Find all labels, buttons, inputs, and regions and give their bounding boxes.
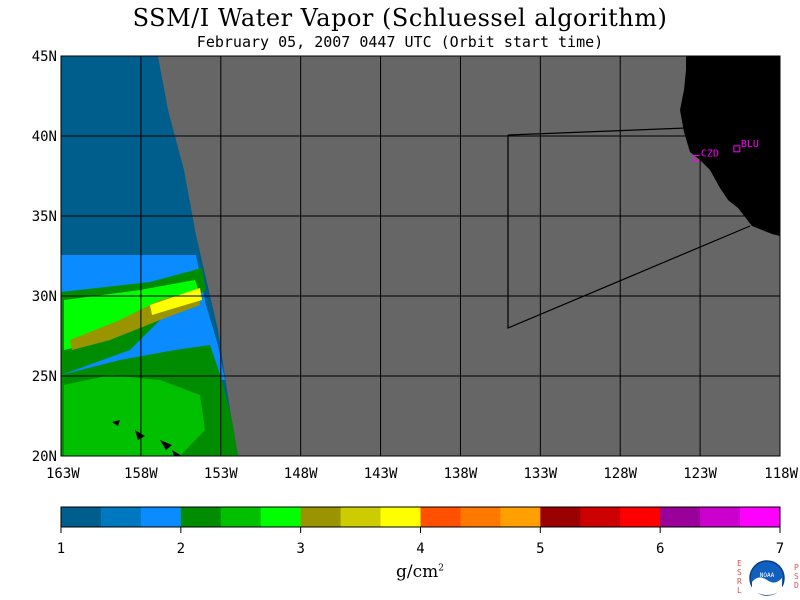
colorbar-swatch bbox=[500, 507, 541, 527]
units-exponent: 2 bbox=[438, 563, 444, 574]
colorbar: 1 2 3 4 5 6 7 bbox=[57, 506, 784, 557]
colorbar-tick-label: 1 bbox=[57, 541, 65, 557]
colorbar-tick-label: 2 bbox=[177, 541, 185, 557]
colorbar-tick-label: 5 bbox=[536, 541, 544, 557]
colorbar-tick-label: 4 bbox=[416, 541, 424, 557]
map-frame bbox=[60, 55, 781, 457]
map-grid bbox=[60, 55, 781, 457]
lon-label: 133W bbox=[523, 466, 557, 482]
station-label-blu: BLU bbox=[741, 139, 759, 150]
noaa-text: NOAA bbox=[760, 572, 775, 579]
colorbar-swatch bbox=[220, 507, 262, 527]
lat-label: 25N bbox=[32, 369, 57, 385]
map-subtitle: February 05, 2007 0447 UTC (Orbit start … bbox=[196, 33, 604, 51]
colorbar-swatch bbox=[420, 507, 461, 527]
colorbar-swatch bbox=[340, 507, 382, 527]
station-marker-blu bbox=[733, 145, 741, 153]
lat-label: 40N bbox=[32, 129, 57, 145]
flight-track-north bbox=[507, 127, 687, 136]
colorbar-swatch bbox=[380, 507, 421, 527]
lon-label: 123W bbox=[683, 466, 717, 482]
flight-track bbox=[507, 135, 751, 329]
lat-label: 35N bbox=[32, 209, 57, 225]
colorbar-tick-label: 3 bbox=[296, 541, 304, 557]
swath-band-green-south bbox=[64, 375, 205, 456]
lon-label: 118W bbox=[764, 466, 798, 482]
colorbar-swatch bbox=[140, 507, 182, 527]
swath-islands bbox=[112, 420, 182, 456]
swath-band-yellow bbox=[150, 288, 202, 315]
lat-label: 20N bbox=[32, 449, 57, 465]
units-text: g/cm bbox=[396, 562, 439, 582]
map-title: SSM/I Water Vapor (Schluessel algorithm) bbox=[132, 4, 668, 32]
land-mass bbox=[680, 56, 780, 236]
colorbar-swatch bbox=[700, 507, 741, 527]
colorbar-units: g/cm2 bbox=[0, 562, 800, 582]
lat-label: 30N bbox=[32, 289, 57, 305]
lon-label: 158W bbox=[124, 466, 158, 482]
map-area: CZD BLU bbox=[61, 56, 780, 456]
colorbar-swatch bbox=[260, 507, 302, 527]
noaa-wave bbox=[752, 577, 782, 595]
colorbar-swatch bbox=[61, 507, 102, 527]
colorbar-tick-label: 6 bbox=[656, 541, 664, 557]
colorbar-swatch bbox=[180, 507, 222, 527]
lon-label: 128W bbox=[603, 466, 637, 482]
lon-label: 143W bbox=[364, 466, 398, 482]
colorbar-swatch bbox=[660, 507, 701, 527]
colorbar-swatch bbox=[620, 507, 661, 527]
colorbar-swatch bbox=[100, 507, 142, 527]
lon-label: 153W bbox=[204, 466, 238, 482]
lon-label: 163W bbox=[46, 466, 80, 482]
lon-label: 148W bbox=[284, 466, 318, 482]
lon-label: 138W bbox=[444, 466, 478, 482]
colorbar-swatch bbox=[540, 507, 581, 527]
lat-label: 45N bbox=[32, 49, 57, 65]
colorbar-tick-label: 7 bbox=[776, 541, 784, 557]
colorbar-swatch bbox=[300, 507, 342, 527]
colorbar-swatch bbox=[580, 507, 621, 527]
colorbar-swatch bbox=[460, 507, 501, 527]
colorbar-swatch bbox=[740, 507, 781, 527]
station-label-czd: CZD bbox=[701, 148, 719, 159]
